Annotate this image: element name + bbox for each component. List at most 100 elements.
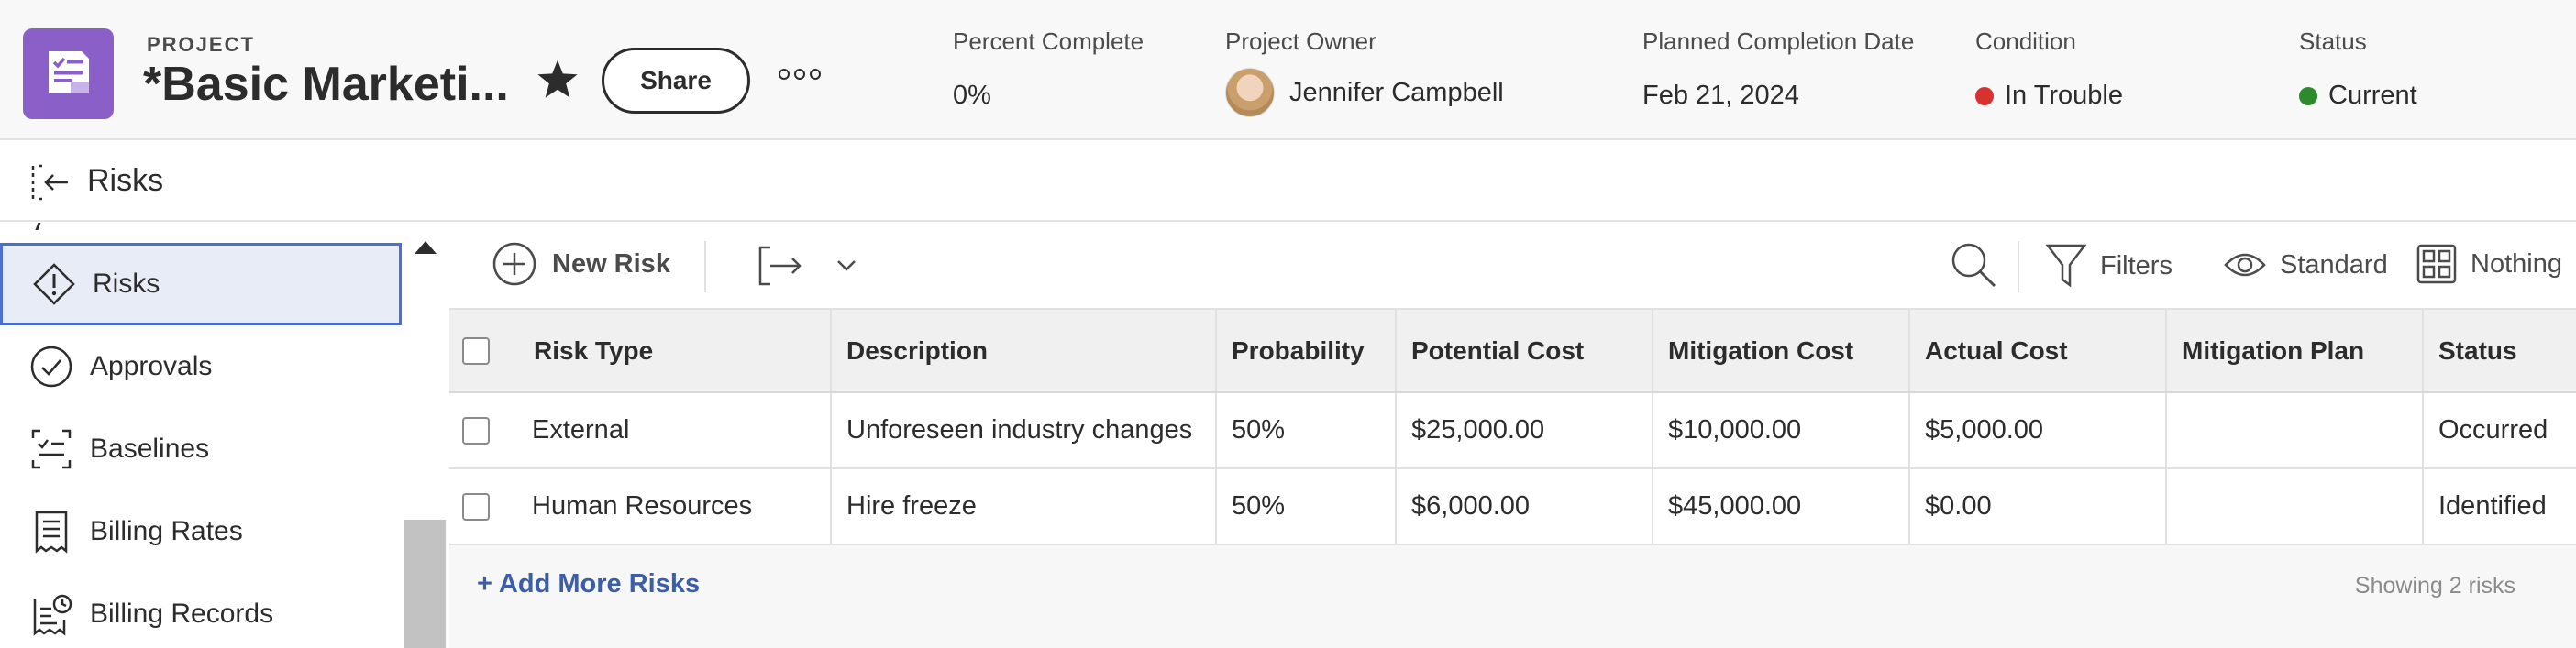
project-owner-field: Project Owner Jennifer Campbell	[1225, 27, 1504, 117]
column-header-risk-type[interactable]: Risk Type	[497, 310, 832, 391]
select-all-checkbox[interactable]	[462, 336, 490, 365]
project-owner-name[interactable]: Jennifer Campbell	[1289, 77, 1504, 107]
avatar	[1225, 68, 1275, 117]
row-checkbox[interactable]	[462, 492, 490, 521]
sidebar-item-label: Billing Rates	[90, 516, 243, 546]
condition-value[interactable]: In Trouble	[1975, 81, 2123, 111]
check-circle-icon	[26, 341, 77, 392]
cell-risk-type[interactable]: Human Resources	[497, 469, 832, 544]
planned-completion-label: Planned Completion Date	[1642, 27, 1915, 55]
status-text: Current	[2328, 81, 2417, 110]
risk-diamond-icon	[28, 258, 80, 310]
sidebar-item-billing-rates[interactable]: Billing Rates	[0, 490, 402, 573]
left-nav: Risks Approvals Baselines Billing Rates …	[0, 223, 446, 648]
scroll-up-arrow-icon[interactable]	[415, 241, 437, 254]
receipt-icon	[26, 506, 77, 557]
filter-icon	[2045, 244, 2087, 288]
cell-potential-cost[interactable]: $25,000.00	[1397, 393, 1653, 467]
column-header-probability[interactable]: Probability	[1217, 310, 1397, 391]
project-owner-value[interactable]: Jennifer Campbell	[1225, 68, 1504, 117]
planned-completion-value[interactable]: Feb 21, 2024	[1642, 81, 1799, 110]
status-value[interactable]: Current	[2299, 81, 2417, 111]
project-label: PROJECT	[147, 33, 255, 56]
search-icon[interactable]	[1950, 241, 1997, 289]
cell-mitigation-cost[interactable]: $10,000.00	[1653, 393, 1910, 467]
row-checkbox[interactable]	[462, 416, 490, 445]
condition-dot-icon	[1975, 86, 1994, 105]
project-title[interactable]: *Basic Marketi...	[143, 58, 509, 111]
sidebar-item-risks[interactable]: Risks	[0, 243, 402, 325]
cell-actual-cost[interactable]: $0.00	[1910, 469, 2167, 544]
table-row[interactable]: Human Resources Hire freeze 50% $6,000.0…	[449, 469, 2576, 545]
export-button[interactable]	[757, 243, 803, 289]
toolbar-divider	[2018, 241, 2019, 292]
filters-button[interactable]: Filters	[2045, 243, 2172, 289]
planned-completion-field: Planned Completion Date Feb 21, 2024	[1642, 27, 1915, 110]
column-header-description[interactable]: Description	[832, 310, 1217, 391]
eye-icon	[2224, 253, 2266, 277]
grid-icon	[2416, 244, 2457, 284]
column-header-status[interactable]: Status	[2438, 335, 2517, 365]
column-header-mitigation-cost[interactable]: Mitigation Cost	[1653, 310, 1910, 391]
cell-mitigation-cost[interactable]: $45,000.00	[1653, 469, 1910, 544]
collapse-panel-icon[interactable]	[29, 160, 73, 209]
grouping-label: Nothing	[2471, 248, 2562, 279]
new-risk-label: New Risk	[552, 248, 670, 279]
cell-description[interactable]: Hire freeze	[832, 469, 1217, 544]
new-risk-button[interactable]: New Risk	[492, 241, 670, 287]
scroll-thumb[interactable]	[404, 520, 446, 648]
partial-item-icon	[30, 223, 43, 230]
main-panel: New Risk Filters Standard Nothing Risk	[449, 223, 2576, 648]
sidebar-item-label: Billing Records	[90, 599, 274, 629]
condition-text: In Trouble	[2005, 81, 2123, 110]
cell-mitigation-plan[interactable]	[2167, 469, 2424, 544]
project-header: PROJECT *Basic Marketi... Share Percent …	[0, 0, 2576, 140]
condition-field: Condition In Trouble	[1975, 27, 2123, 110]
filters-label: Filters	[2100, 250, 2172, 280]
sidebar-item-label: Approvals	[90, 351, 213, 381]
cell-description[interactable]: Unforeseen industry changes	[832, 393, 1217, 467]
cell-risk-type[interactable]: External	[497, 393, 832, 467]
section-title: Risks	[87, 163, 164, 198]
more-options-icon[interactable]	[778, 68, 822, 85]
add-more-risks-link[interactable]: + Add More Risks	[477, 569, 701, 599]
cell-status[interactable]: Identified	[2438, 491, 2547, 521]
cell-mitigation-plan[interactable]	[2167, 393, 2424, 467]
receipt-clock-icon	[26, 588, 77, 640]
export-dropdown-chevron-icon[interactable]	[835, 254, 858, 278]
section-bar: Risks	[0, 142, 2576, 222]
select-all-cell	[449, 310, 497, 391]
cell-probability[interactable]: 50%	[1217, 393, 1397, 467]
sidebar-item-billing-records[interactable]: Billing Records	[0, 573, 402, 648]
sidebar-item-label: Baselines	[90, 434, 210, 464]
view-selector[interactable]: Standard	[2223, 247, 2388, 283]
view-label: Standard	[2280, 249, 2388, 280]
percent-complete-field: Percent Complete 0%	[953, 27, 1144, 110]
percent-complete-label: Percent Complete	[953, 27, 1144, 55]
sidebar-scrollbar[interactable]	[404, 223, 446, 648]
grouping-selector[interactable]: Nothing	[2416, 243, 2562, 285]
status-label: Status	[2299, 27, 2367, 55]
toolbar: New Risk Filters Standard Nothing	[449, 223, 2576, 308]
cell-status[interactable]: Occurred	[2438, 415, 2548, 445]
project-owner-label: Project Owner	[1225, 27, 1376, 55]
cell-actual-cost[interactable]: $5,000.00	[1910, 393, 2167, 467]
showing-count: Showing 2 risks	[2354, 573, 2515, 599]
sidebar-item-label: Risks	[93, 269, 160, 299]
share-button[interactable]: Share	[602, 48, 750, 114]
export-icon	[758, 246, 802, 286]
sidebar-item-baselines[interactable]: Baselines	[0, 408, 402, 490]
row-select-cell	[449, 469, 497, 544]
column-header-potential-cost[interactable]: Potential Cost	[1397, 310, 1653, 391]
table-header-row: Risk Type Description Probability Potent…	[449, 308, 2576, 393]
toolbar-divider	[704, 241, 706, 292]
cell-potential-cost[interactable]: $6,000.00	[1397, 469, 1653, 544]
column-header-actual-cost[interactable]: Actual Cost	[1910, 310, 2167, 391]
cell-probability[interactable]: 50%	[1217, 469, 1397, 544]
sidebar-item-approvals[interactable]: Approvals	[0, 325, 402, 408]
star-icon[interactable]	[536, 59, 580, 105]
project-icon	[23, 28, 114, 119]
table-row[interactable]: External Unforeseen industry changes 50%…	[449, 393, 2576, 469]
left-nav-list: Risks Approvals Baselines Billing Rates …	[0, 223, 402, 648]
column-header-mitigation-plan[interactable]: Mitigation Plan	[2167, 310, 2424, 391]
